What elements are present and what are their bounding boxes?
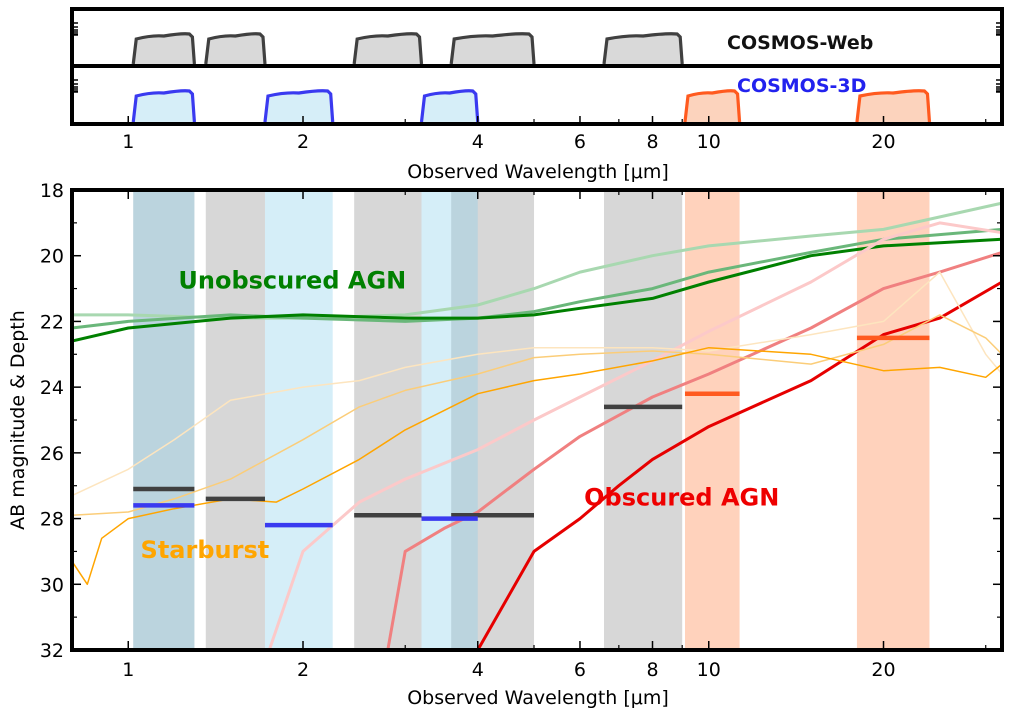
filter-curve — [602, 32, 684, 65]
filter-panel-tick-label: 2 — [297, 131, 309, 153]
filter-band — [604, 190, 683, 650]
main-y-axis-label: AB magnitude & Depth — [7, 310, 29, 530]
y-tick-label: 20 — [40, 246, 64, 268]
cosmos-web-legend-label: COSMOS-Web — [727, 32, 873, 54]
sed-line — [71, 227, 1003, 330]
y-tick-label: 18 — [40, 180, 64, 202]
sed-line — [476, 280, 1003, 651]
sed-annotation: Starburst — [141, 536, 270, 564]
sed-line — [71, 314, 1003, 517]
filter-curve — [204, 32, 267, 65]
filter-panel-tick-label: 20 — [871, 131, 895, 153]
x-tick-label: 4 — [472, 659, 484, 681]
filter-curve — [449, 32, 536, 65]
sed-line — [71, 346, 1003, 586]
sed-annotation: Unobscured AGN — [178, 267, 406, 295]
sed-line — [71, 237, 1003, 343]
filter-curve — [352, 32, 424, 65]
filter-panel-frame — [70, 64, 1004, 126]
filter-panel-tick-label: 4 — [472, 131, 484, 153]
filter-curve-fill — [133, 33, 195, 64]
x-tick-label: 10 — [697, 659, 721, 681]
filter-panel-tick-label: 1 — [122, 131, 134, 153]
filter-band — [856, 190, 930, 650]
filter-curve-fill — [133, 90, 195, 122]
main-x-axis-label: Observed Wavelength [μm] — [407, 687, 669, 709]
sed-series — [71, 201, 1003, 651]
x-tick-label: 2 — [297, 659, 309, 681]
x-tick-label: 1 — [122, 659, 134, 681]
filter-curve — [419, 89, 480, 123]
depth-markers — [133, 335, 930, 528]
filter-panel-x-axis: 1 2 4 6 8 10 20 — [122, 116, 987, 153]
filter-panel-tick-label: 10 — [697, 131, 721, 153]
filter-band — [264, 190, 333, 650]
y-tick-label: 30 — [40, 574, 64, 596]
sed-line — [71, 271, 1003, 497]
filter-curve-fill — [354, 33, 422, 64]
filter-curve — [131, 89, 196, 123]
sed-annotation: Obscured AGN — [584, 483, 779, 511]
y-tick-label: 24 — [40, 377, 64, 399]
sed-annotations: Unobscured AGN Obscured AGN Starburst — [141, 267, 780, 564]
filter-curve-fill — [264, 90, 333, 122]
filter-curve — [855, 89, 932, 123]
y-tick-label: 26 — [40, 443, 64, 465]
filter-panel-cosmos-3d — [70, 64, 1004, 126]
filter-curve-fill — [684, 90, 740, 122]
y-tick-label: 32 — [40, 640, 64, 662]
filter-curve — [131, 32, 196, 65]
x-tick-label: 6 — [574, 659, 586, 681]
filter-band — [684, 190, 740, 650]
y-tick-label: 22 — [40, 311, 64, 333]
filter-band — [354, 190, 422, 650]
filter-panel-tick-label: 6 — [574, 131, 586, 153]
filter-curve-fill — [451, 33, 535, 64]
cosmos-3d-legend-label: COSMOS-3D — [737, 75, 866, 97]
filter-curve-fill — [604, 33, 683, 64]
filter-curve — [263, 89, 335, 123]
filter-panel-tick-label: 8 — [646, 131, 658, 153]
filter-curve-fill — [205, 33, 265, 64]
filter-band — [421, 190, 478, 650]
filter-band — [133, 190, 195, 650]
filter-band — [205, 190, 265, 650]
filter-panel-cosmos-web — [70, 7, 1004, 68]
sed-line — [386, 250, 1003, 651]
sed-line — [267, 221, 1003, 651]
filter-curve-fill — [421, 90, 478, 122]
filter-band — [133, 190, 195, 650]
filter-panel-x-label: Observed Wavelength [μm] — [407, 161, 669, 183]
x-tick-label: 8 — [646, 659, 658, 681]
y-tick-label: 28 — [40, 509, 64, 531]
filter-curve-fill — [856, 90, 930, 122]
filter-curve — [683, 89, 742, 123]
x-tick-label: 20 — [871, 659, 895, 681]
